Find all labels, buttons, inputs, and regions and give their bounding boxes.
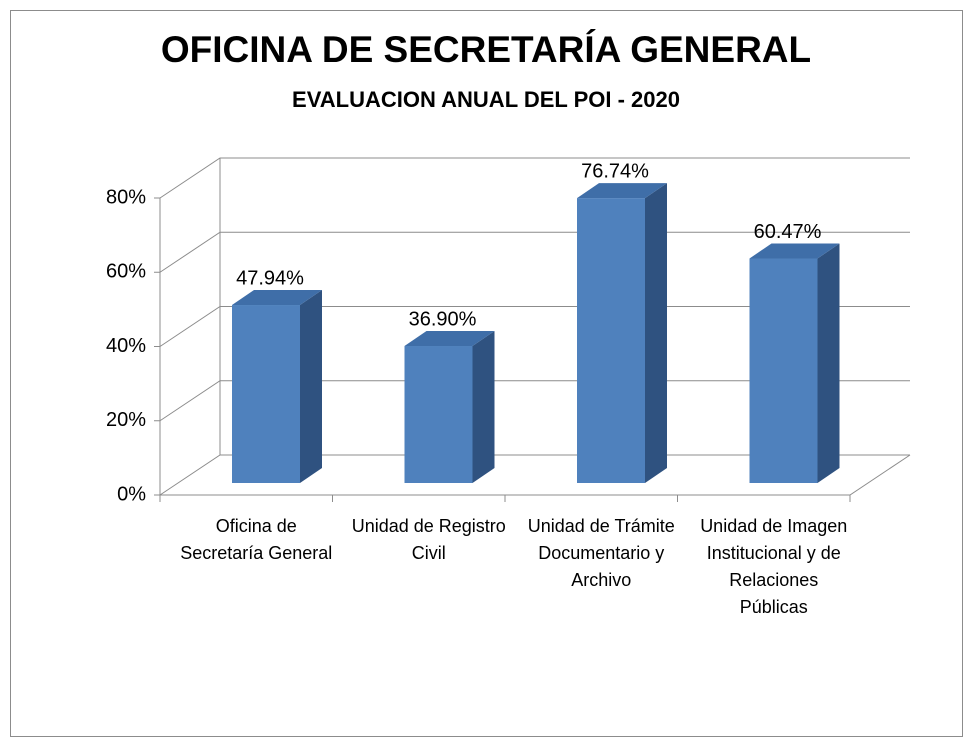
bar-front [749, 258, 818, 483]
y-tick-label: 40% [106, 335, 146, 357]
chart-title: OFICINA DE SECRETARÍA GENERAL [161, 29, 811, 70]
y-tick-label: 20% [106, 409, 146, 431]
grid-line [159, 380, 910, 422]
bar-top [577, 183, 667, 199]
grid-line [159, 454, 910, 496]
data-label: 60.47% [754, 221, 822, 243]
bar [749, 243, 840, 483]
bar-side [300, 290, 322, 483]
data-label: 36.90% [409, 308, 477, 330]
x-tick-label: Unidad de Registro Civil [351, 516, 506, 563]
bar-side [472, 331, 495, 483]
data-label: 76.74% [581, 160, 649, 182]
grid-line [159, 231, 910, 273]
y-tick-label: 0% [117, 483, 146, 505]
x-tick-label: Unidad de Trámite Documentario y Archivo [527, 516, 675, 590]
x-tick-label: Unidad de Imagen Institucional y de Rela… [700, 516, 848, 617]
bar [232, 290, 322, 483]
grid-line [159, 306, 910, 347]
x-tick-label: Oficina de Secretaría General [180, 516, 333, 563]
bar [577, 183, 667, 483]
bar [404, 331, 495, 483]
bar-top [404, 331, 495, 347]
bar-top [749, 243, 840, 259]
bar-front [232, 305, 300, 483]
bar-front [577, 198, 645, 483]
y-tick-label: 80% [106, 186, 146, 208]
bar-front [404, 346, 473, 483]
bar-top [232, 290, 322, 306]
y-tick-label: 60% [106, 261, 146, 283]
bar-side [645, 183, 667, 483]
data-label: 47.94% [236, 267, 304, 289]
chart-subtitle: EVALUACION ANUAL DEL POI - 2020 [292, 87, 680, 112]
bar-side [817, 243, 840, 483]
grid-line [159, 157, 910, 199]
